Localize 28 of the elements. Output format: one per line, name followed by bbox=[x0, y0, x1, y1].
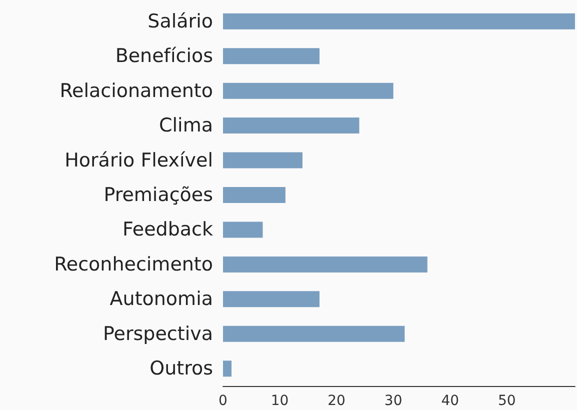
bar bbox=[223, 152, 302, 168]
bar bbox=[223, 256, 428, 272]
x-tick-label: 20 bbox=[328, 393, 346, 409]
x-tick-label: 10 bbox=[270, 393, 289, 409]
y-tick-label: Horário Flexível bbox=[64, 149, 213, 172]
bar bbox=[223, 48, 320, 64]
y-tick-label: Autonomia bbox=[110, 288, 213, 310]
bar bbox=[223, 326, 405, 342]
bar bbox=[223, 118, 360, 134]
x-tick-label: 40 bbox=[441, 393, 460, 409]
y-tick-label: Salário bbox=[148, 10, 213, 32]
bar bbox=[223, 82, 394, 99]
y-tick-label: Premiações bbox=[104, 184, 213, 206]
bar bbox=[223, 222, 263, 238]
bar bbox=[223, 360, 232, 377]
y-tick-label: Relacionamento bbox=[60, 80, 213, 102]
bar bbox=[223, 291, 320, 308]
x-tick-label: 50 bbox=[498, 393, 516, 409]
y-tick-label: Perspectiva bbox=[103, 322, 213, 345]
x-tick-label: 30 bbox=[384, 393, 402, 409]
y-tick-label: Outros bbox=[150, 358, 213, 380]
bar bbox=[223, 187, 286, 203]
x-tick-label: 0 bbox=[218, 393, 228, 409]
y-tick-label: Benefícios bbox=[115, 45, 213, 68]
y-tick-label: Feedback bbox=[122, 218, 213, 241]
bar bbox=[223, 13, 575, 30]
y-tick-label: Reconhecimento bbox=[54, 253, 213, 276]
y-tick-label: Clima bbox=[159, 114, 213, 137]
